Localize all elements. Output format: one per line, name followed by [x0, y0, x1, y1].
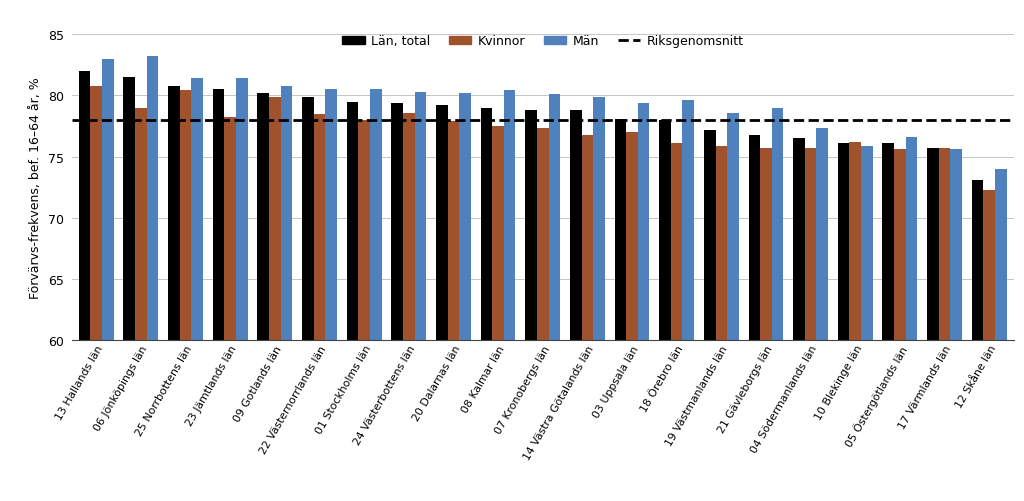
Bar: [403, 113, 415, 501]
Bar: [894, 150, 905, 501]
Bar: [716, 146, 727, 501]
Bar: [146, 57, 159, 501]
Bar: [436, 106, 447, 501]
Bar: [549, 95, 560, 501]
Bar: [370, 90, 382, 501]
Bar: [525, 111, 537, 501]
Bar: [191, 79, 203, 501]
Bar: [459, 94, 471, 501]
Bar: [983, 190, 995, 501]
Bar: [682, 101, 694, 501]
Bar: [703, 130, 716, 501]
Y-axis label: Förvärvs­frekvens, bef. 16–64 år, %: Förvärvs­frekvens, bef. 16–64 år, %: [30, 77, 42, 299]
Bar: [883, 144, 894, 501]
Bar: [213, 90, 224, 501]
Bar: [627, 133, 638, 501]
Bar: [224, 118, 236, 501]
Bar: [504, 91, 515, 501]
Bar: [124, 78, 135, 501]
Bar: [671, 144, 682, 501]
Bar: [257, 94, 269, 501]
Bar: [79, 72, 90, 501]
Bar: [614, 119, 627, 501]
Bar: [816, 129, 828, 501]
Legend: Län, total, Kvinnor, Män, Riksgenomsnitt: Län, total, Kvinnor, Män, Riksgenomsnitt: [342, 35, 743, 48]
Bar: [995, 169, 1007, 501]
Bar: [168, 86, 180, 501]
Bar: [236, 79, 248, 501]
Bar: [582, 135, 593, 501]
Bar: [102, 60, 114, 501]
Bar: [950, 150, 962, 501]
Bar: [805, 149, 816, 501]
Bar: [415, 93, 426, 501]
Bar: [939, 149, 950, 501]
Bar: [302, 97, 313, 501]
Bar: [269, 97, 281, 501]
Bar: [347, 102, 358, 501]
Bar: [850, 143, 861, 501]
Bar: [838, 144, 850, 501]
Bar: [593, 97, 605, 501]
Bar: [570, 111, 582, 501]
Bar: [905, 138, 918, 501]
Bar: [358, 121, 370, 501]
Bar: [749, 135, 760, 501]
Bar: [638, 104, 649, 501]
Bar: [135, 108, 146, 501]
Bar: [313, 115, 326, 501]
Bar: [927, 149, 939, 501]
Bar: [493, 127, 504, 501]
Bar: [326, 90, 337, 501]
Bar: [537, 129, 549, 501]
Bar: [972, 180, 983, 501]
Bar: [447, 122, 459, 501]
Bar: [760, 149, 772, 501]
Bar: [180, 91, 191, 501]
Bar: [90, 86, 102, 501]
Bar: [772, 108, 783, 501]
Bar: [659, 121, 671, 501]
Bar: [861, 146, 872, 501]
Bar: [281, 86, 292, 501]
Bar: [727, 113, 738, 501]
Bar: [794, 139, 805, 501]
Bar: [480, 108, 493, 501]
Bar: [391, 104, 403, 501]
